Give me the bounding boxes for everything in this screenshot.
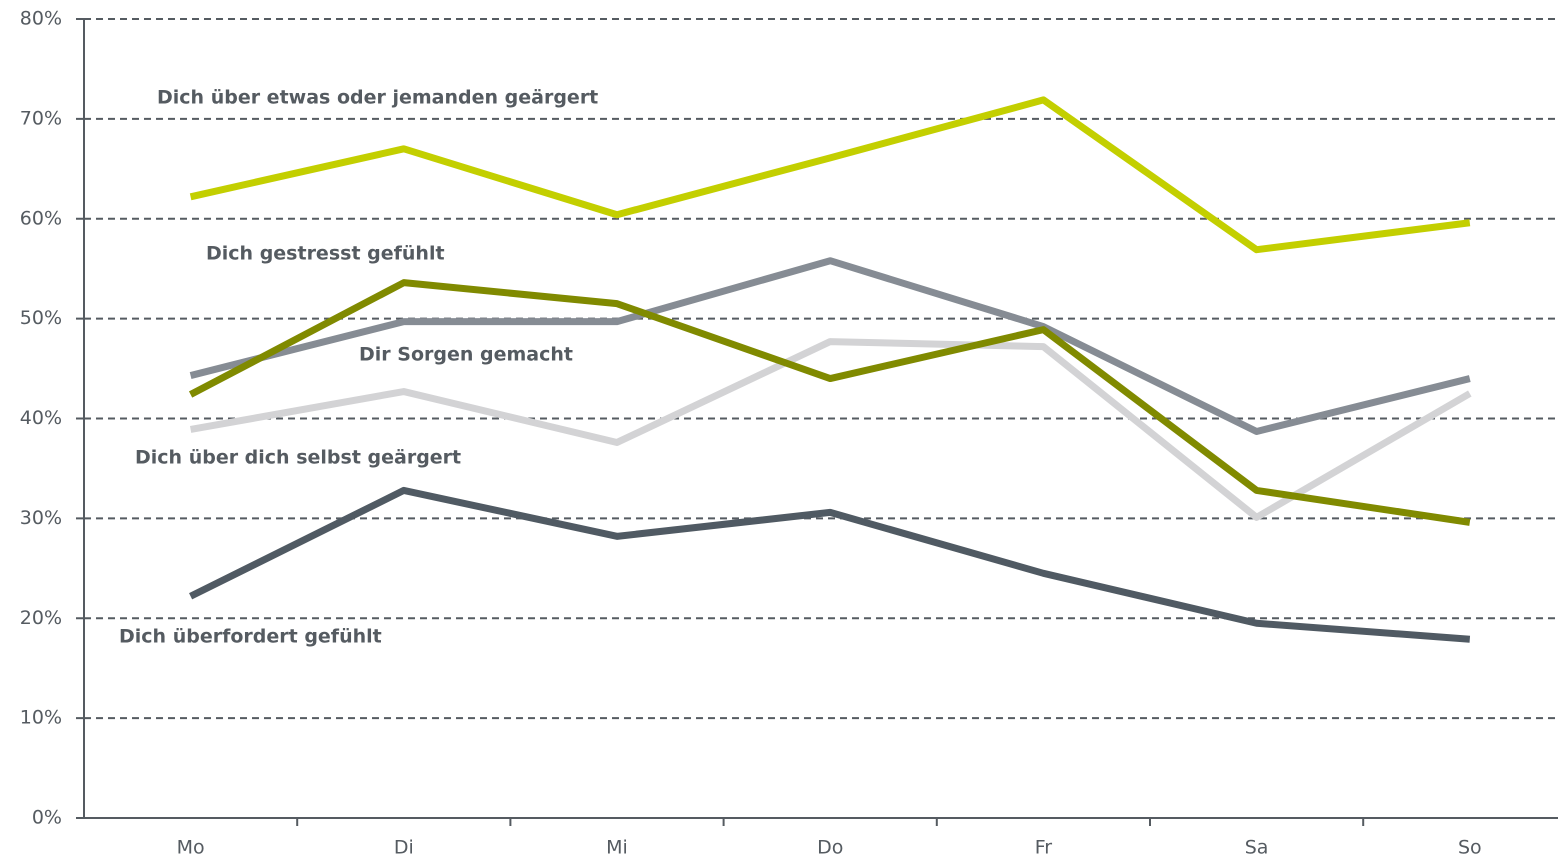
series-label: Dir Sorgen gemacht: [359, 344, 573, 366]
y-tick-label: 30%: [20, 507, 62, 529]
y-tick-label: 50%: [20, 307, 62, 329]
line: [189, 338, 1472, 521]
series-label: Dich überfordert gefühlt: [119, 626, 382, 648]
series-label: Dich über etwas oder jemanden geärgert: [157, 87, 598, 109]
x-tick-label: Mo: [177, 837, 205, 857]
line: [189, 486, 1471, 643]
line: [189, 96, 1471, 254]
y-tick-label: 80%: [20, 8, 62, 30]
x-tick-label: Mi: [606, 837, 628, 857]
line: [189, 257, 1471, 435]
x-tick-label: Sa: [1245, 837, 1269, 857]
y-tick-label: 60%: [20, 207, 62, 229]
y-tick-label: 40%: [20, 407, 62, 429]
y-tick-label: 0%: [32, 807, 62, 829]
y-tick-label: 20%: [20, 607, 62, 629]
x-tick-label: Fr: [1035, 837, 1053, 857]
line: [188, 279, 1471, 526]
x-tick-label: Do: [817, 837, 843, 857]
y-tick-label: 10%: [20, 707, 62, 729]
y-tick-label: 70%: [20, 107, 62, 129]
x-tick-label: Di: [394, 837, 414, 857]
series-label: Dich über dich selbst geärgert: [135, 447, 461, 469]
series-label: Dich gestresst gefühlt: [206, 243, 445, 265]
x-tick-label: So: [1458, 837, 1482, 857]
